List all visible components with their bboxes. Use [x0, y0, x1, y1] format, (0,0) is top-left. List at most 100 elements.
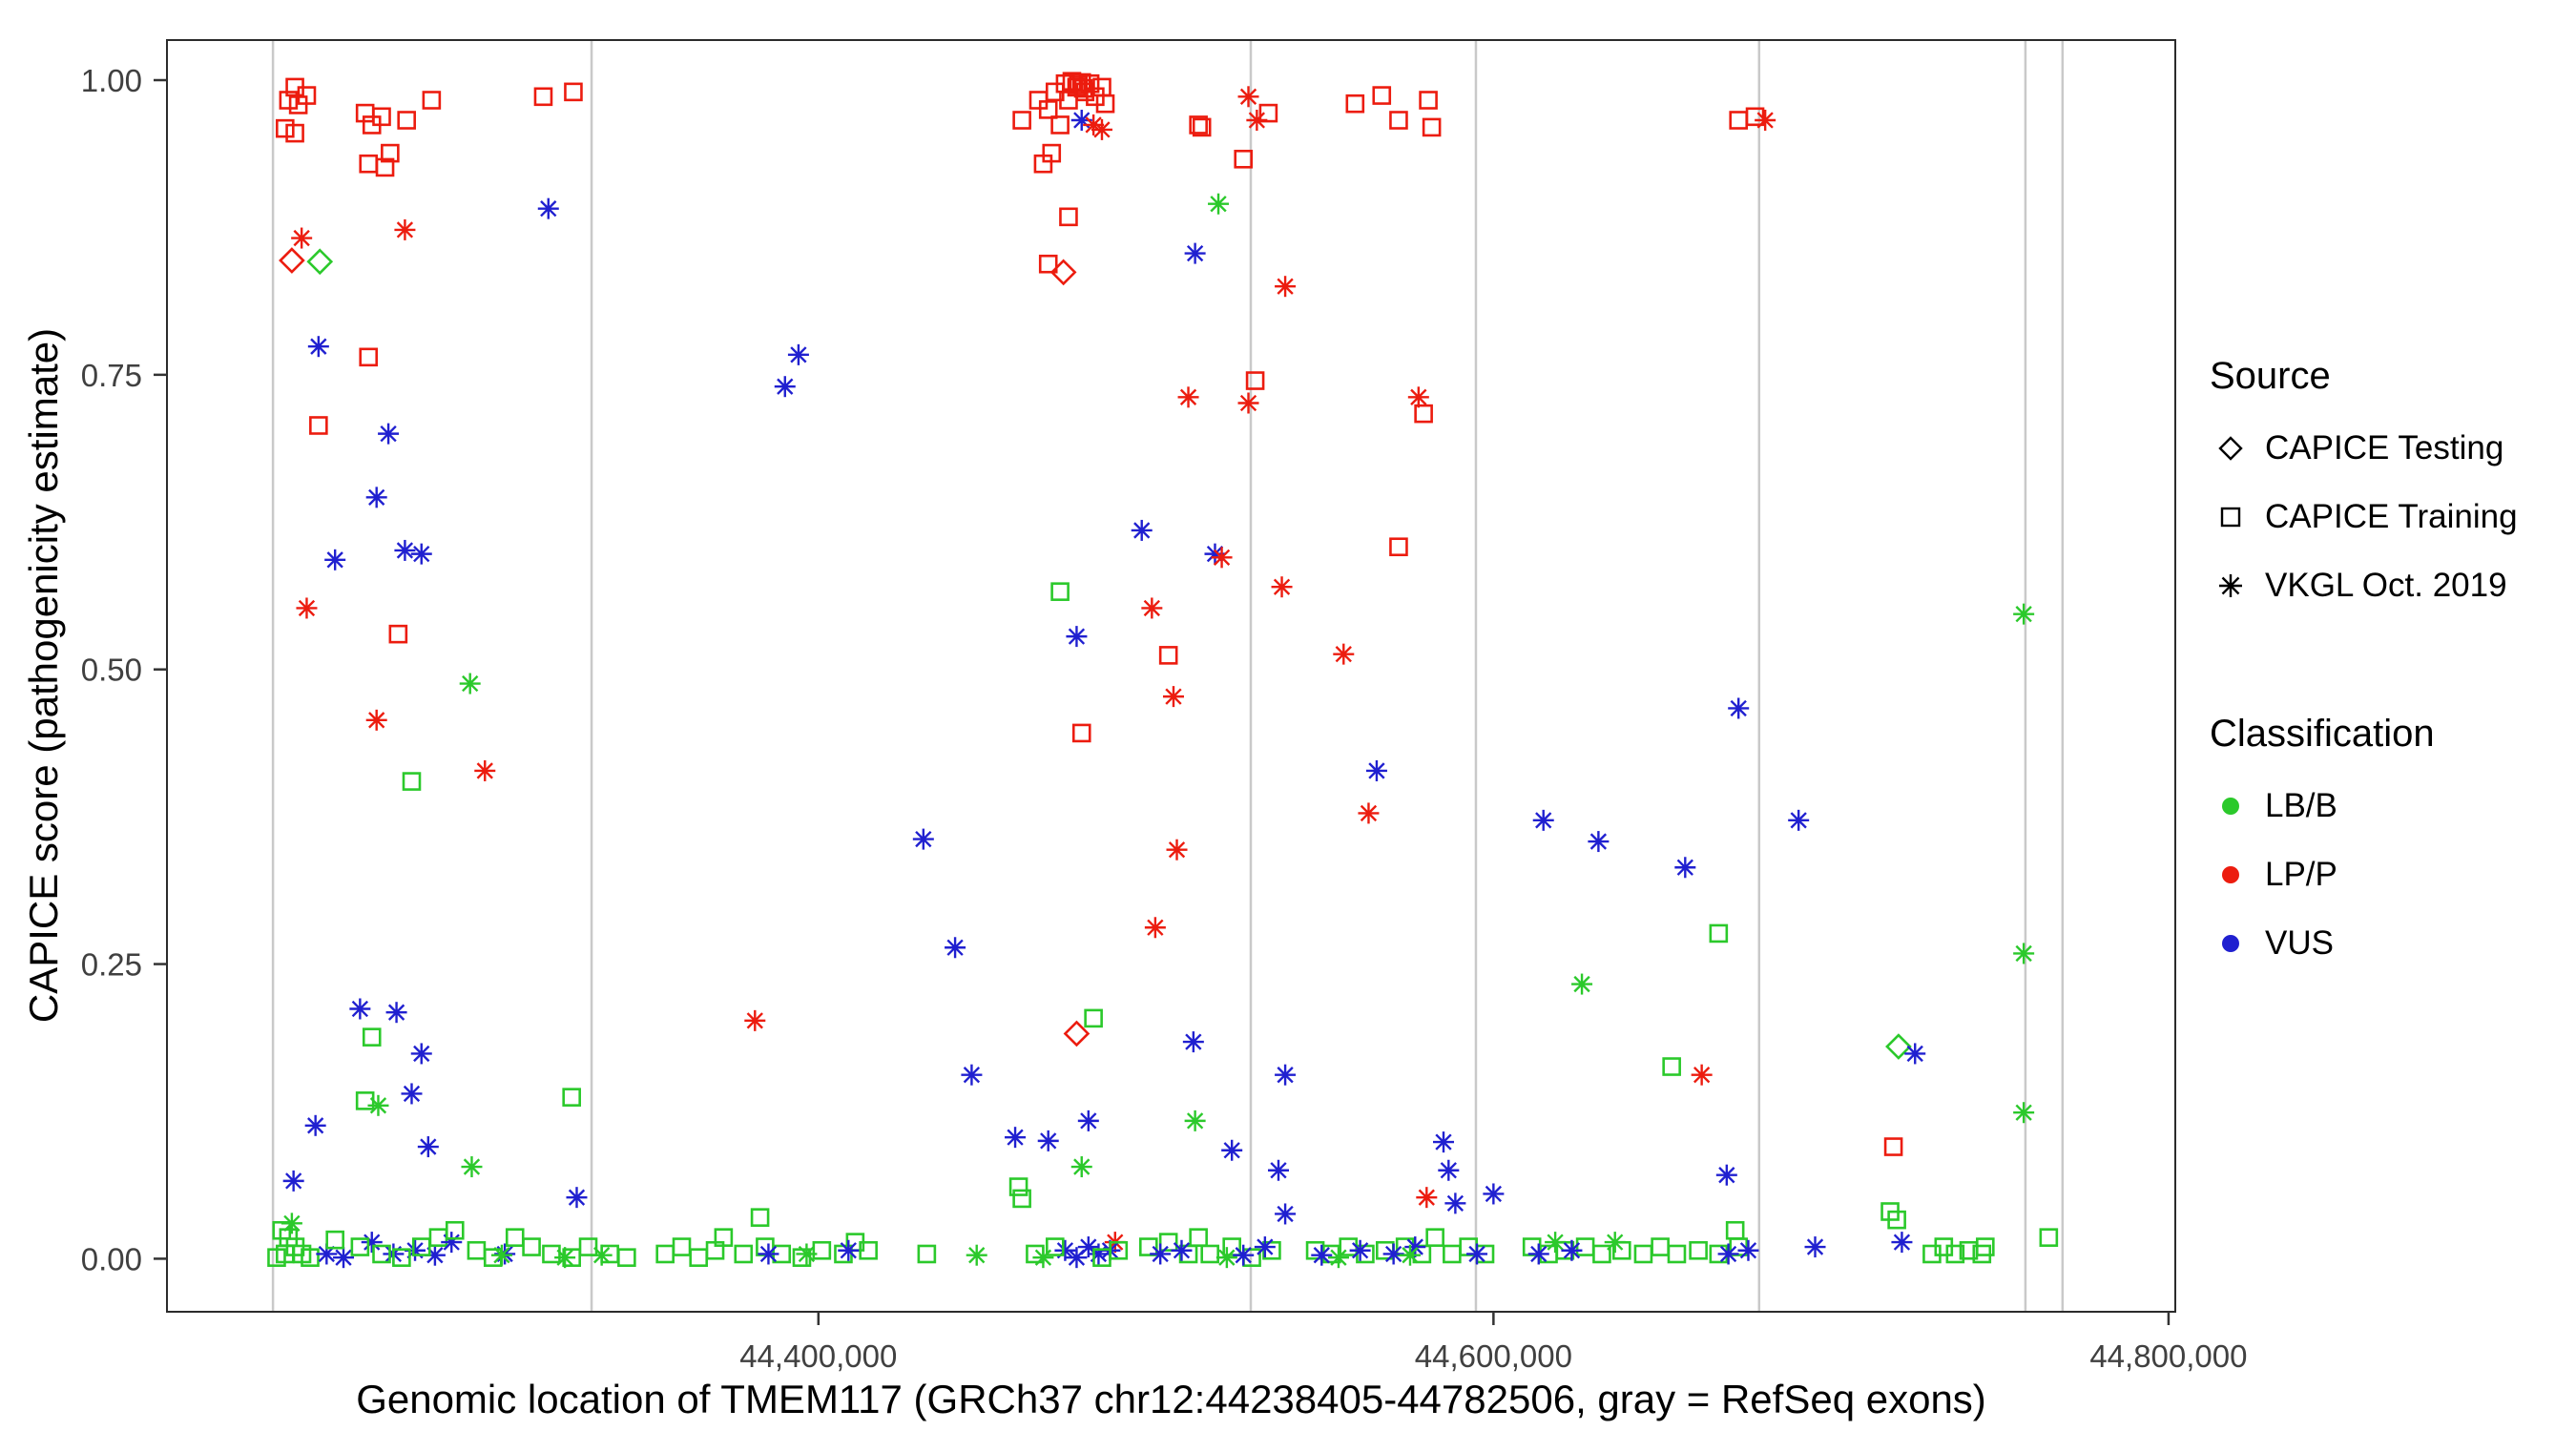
data-point	[380, 425, 397, 443]
data-point	[364, 1234, 381, 1251]
data-point	[326, 551, 343, 569]
data-point	[288, 95, 308, 114]
data-point	[413, 1045, 430, 1063]
square-icon	[2220, 507, 2241, 528]
data-point	[1158, 1233, 1178, 1252]
data-point	[1138, 1237, 1158, 1256]
data-point	[375, 157, 395, 177]
data-point	[790, 346, 807, 363]
data-point	[1883, 1137, 1903, 1156]
data-point	[1133, 522, 1151, 539]
data-point	[1109, 1240, 1129, 1260]
data-point	[1073, 112, 1091, 129]
data-point	[1158, 646, 1178, 665]
legend-item-capice-testing: CAPICE Testing	[2210, 414, 2518, 483]
data-point	[1435, 1133, 1452, 1151]
data-point	[362, 1027, 382, 1047]
data-point	[1389, 537, 1408, 557]
data-point	[381, 143, 400, 163]
data-point	[1152, 1245, 1169, 1263]
data-point	[1440, 1162, 1457, 1179]
data-point	[1806, 1238, 1824, 1255]
data-point	[1179, 388, 1197, 405]
data-point	[463, 1158, 481, 1175]
data-point	[593, 1247, 611, 1264]
data-point	[1235, 1247, 1252, 1264]
data-point	[1945, 1244, 1965, 1264]
data-point	[1718, 1167, 1735, 1184]
data-point	[1008, 1177, 1028, 1196]
y-tick-label: 1.00	[81, 63, 142, 98]
data-point	[1351, 1242, 1369, 1259]
legend-label-capice-testing: CAPICE Testing	[2265, 429, 2504, 467]
data-point	[1049, 259, 1077, 286]
data-point	[1906, 1045, 1923, 1063]
data-point	[1418, 1189, 1435, 1206]
data-point	[1402, 1247, 1419, 1264]
data-point	[1050, 115, 1070, 135]
data-point	[672, 1237, 692, 1256]
data-point	[1725, 1220, 1745, 1240]
data-point	[505, 1228, 525, 1247]
x-tick-label: 44,600,000	[1415, 1338, 1572, 1374]
data-point	[1693, 1067, 1711, 1084]
data-point	[812, 1240, 832, 1260]
data-point	[963, 1067, 981, 1084]
data-point	[562, 1088, 581, 1107]
data-point	[402, 772, 422, 791]
data-point	[1689, 1240, 1708, 1260]
data-point	[350, 1237, 370, 1256]
green-dot-icon	[2222, 798, 2239, 815]
data-point	[396, 542, 414, 559]
data-point	[309, 416, 328, 435]
data-point	[556, 1249, 573, 1266]
data-point	[351, 1000, 369, 1018]
data-point	[2015, 944, 2032, 963]
data-point	[1422, 117, 1442, 137]
data-point	[1080, 73, 1100, 93]
data-point	[1313, 1247, 1330, 1264]
data-point	[1234, 149, 1254, 169]
data-point	[372, 1244, 391, 1264]
data-point	[1277, 278, 1294, 295]
data-point	[1573, 975, 1590, 993]
legend-label-lbb: LB/B	[2265, 787, 2337, 824]
data-point	[1095, 93, 1115, 114]
data-point	[1223, 1142, 1240, 1159]
data-point	[443, 1234, 460, 1251]
data-point	[1257, 1238, 1274, 1255]
data-point	[1213, 549, 1231, 566]
x-tick-label: 44,800,000	[2089, 1338, 2247, 1374]
legend-source-title: Source	[2210, 355, 2331, 397]
data-point	[392, 1248, 411, 1267]
data-point	[734, 1244, 754, 1264]
data-point	[759, 1245, 778, 1263]
data-point	[1084, 1008, 1103, 1028]
data-point	[1186, 1112, 1204, 1130]
data-point	[568, 1189, 586, 1206]
data-point	[1277, 1205, 1294, 1223]
data-point	[1270, 1162, 1287, 1179]
data-point	[1330, 1249, 1347, 1266]
data-point	[1425, 1228, 1444, 1247]
data-point	[2039, 1228, 2059, 1247]
data-point	[750, 1208, 770, 1227]
data-point	[1719, 1245, 1737, 1263]
data-point	[2015, 1104, 2032, 1121]
data-point	[1360, 804, 1378, 822]
data-point	[1007, 1129, 1024, 1146]
data-point	[1200, 1244, 1219, 1264]
legend-item-vus: VUS	[2210, 909, 2518, 978]
red-dot-icon	[2222, 866, 2239, 883]
data-point	[1739, 1242, 1757, 1259]
data-point	[1273, 578, 1291, 595]
data-point	[306, 248, 334, 276]
data-point	[1535, 812, 1552, 829]
data-point	[1038, 254, 1058, 274]
data-point	[1168, 841, 1186, 859]
data-point	[1262, 1240, 1281, 1260]
data-point	[1277, 1067, 1294, 1084]
data-point	[1563, 1242, 1581, 1259]
data-point	[1885, 1033, 1912, 1060]
